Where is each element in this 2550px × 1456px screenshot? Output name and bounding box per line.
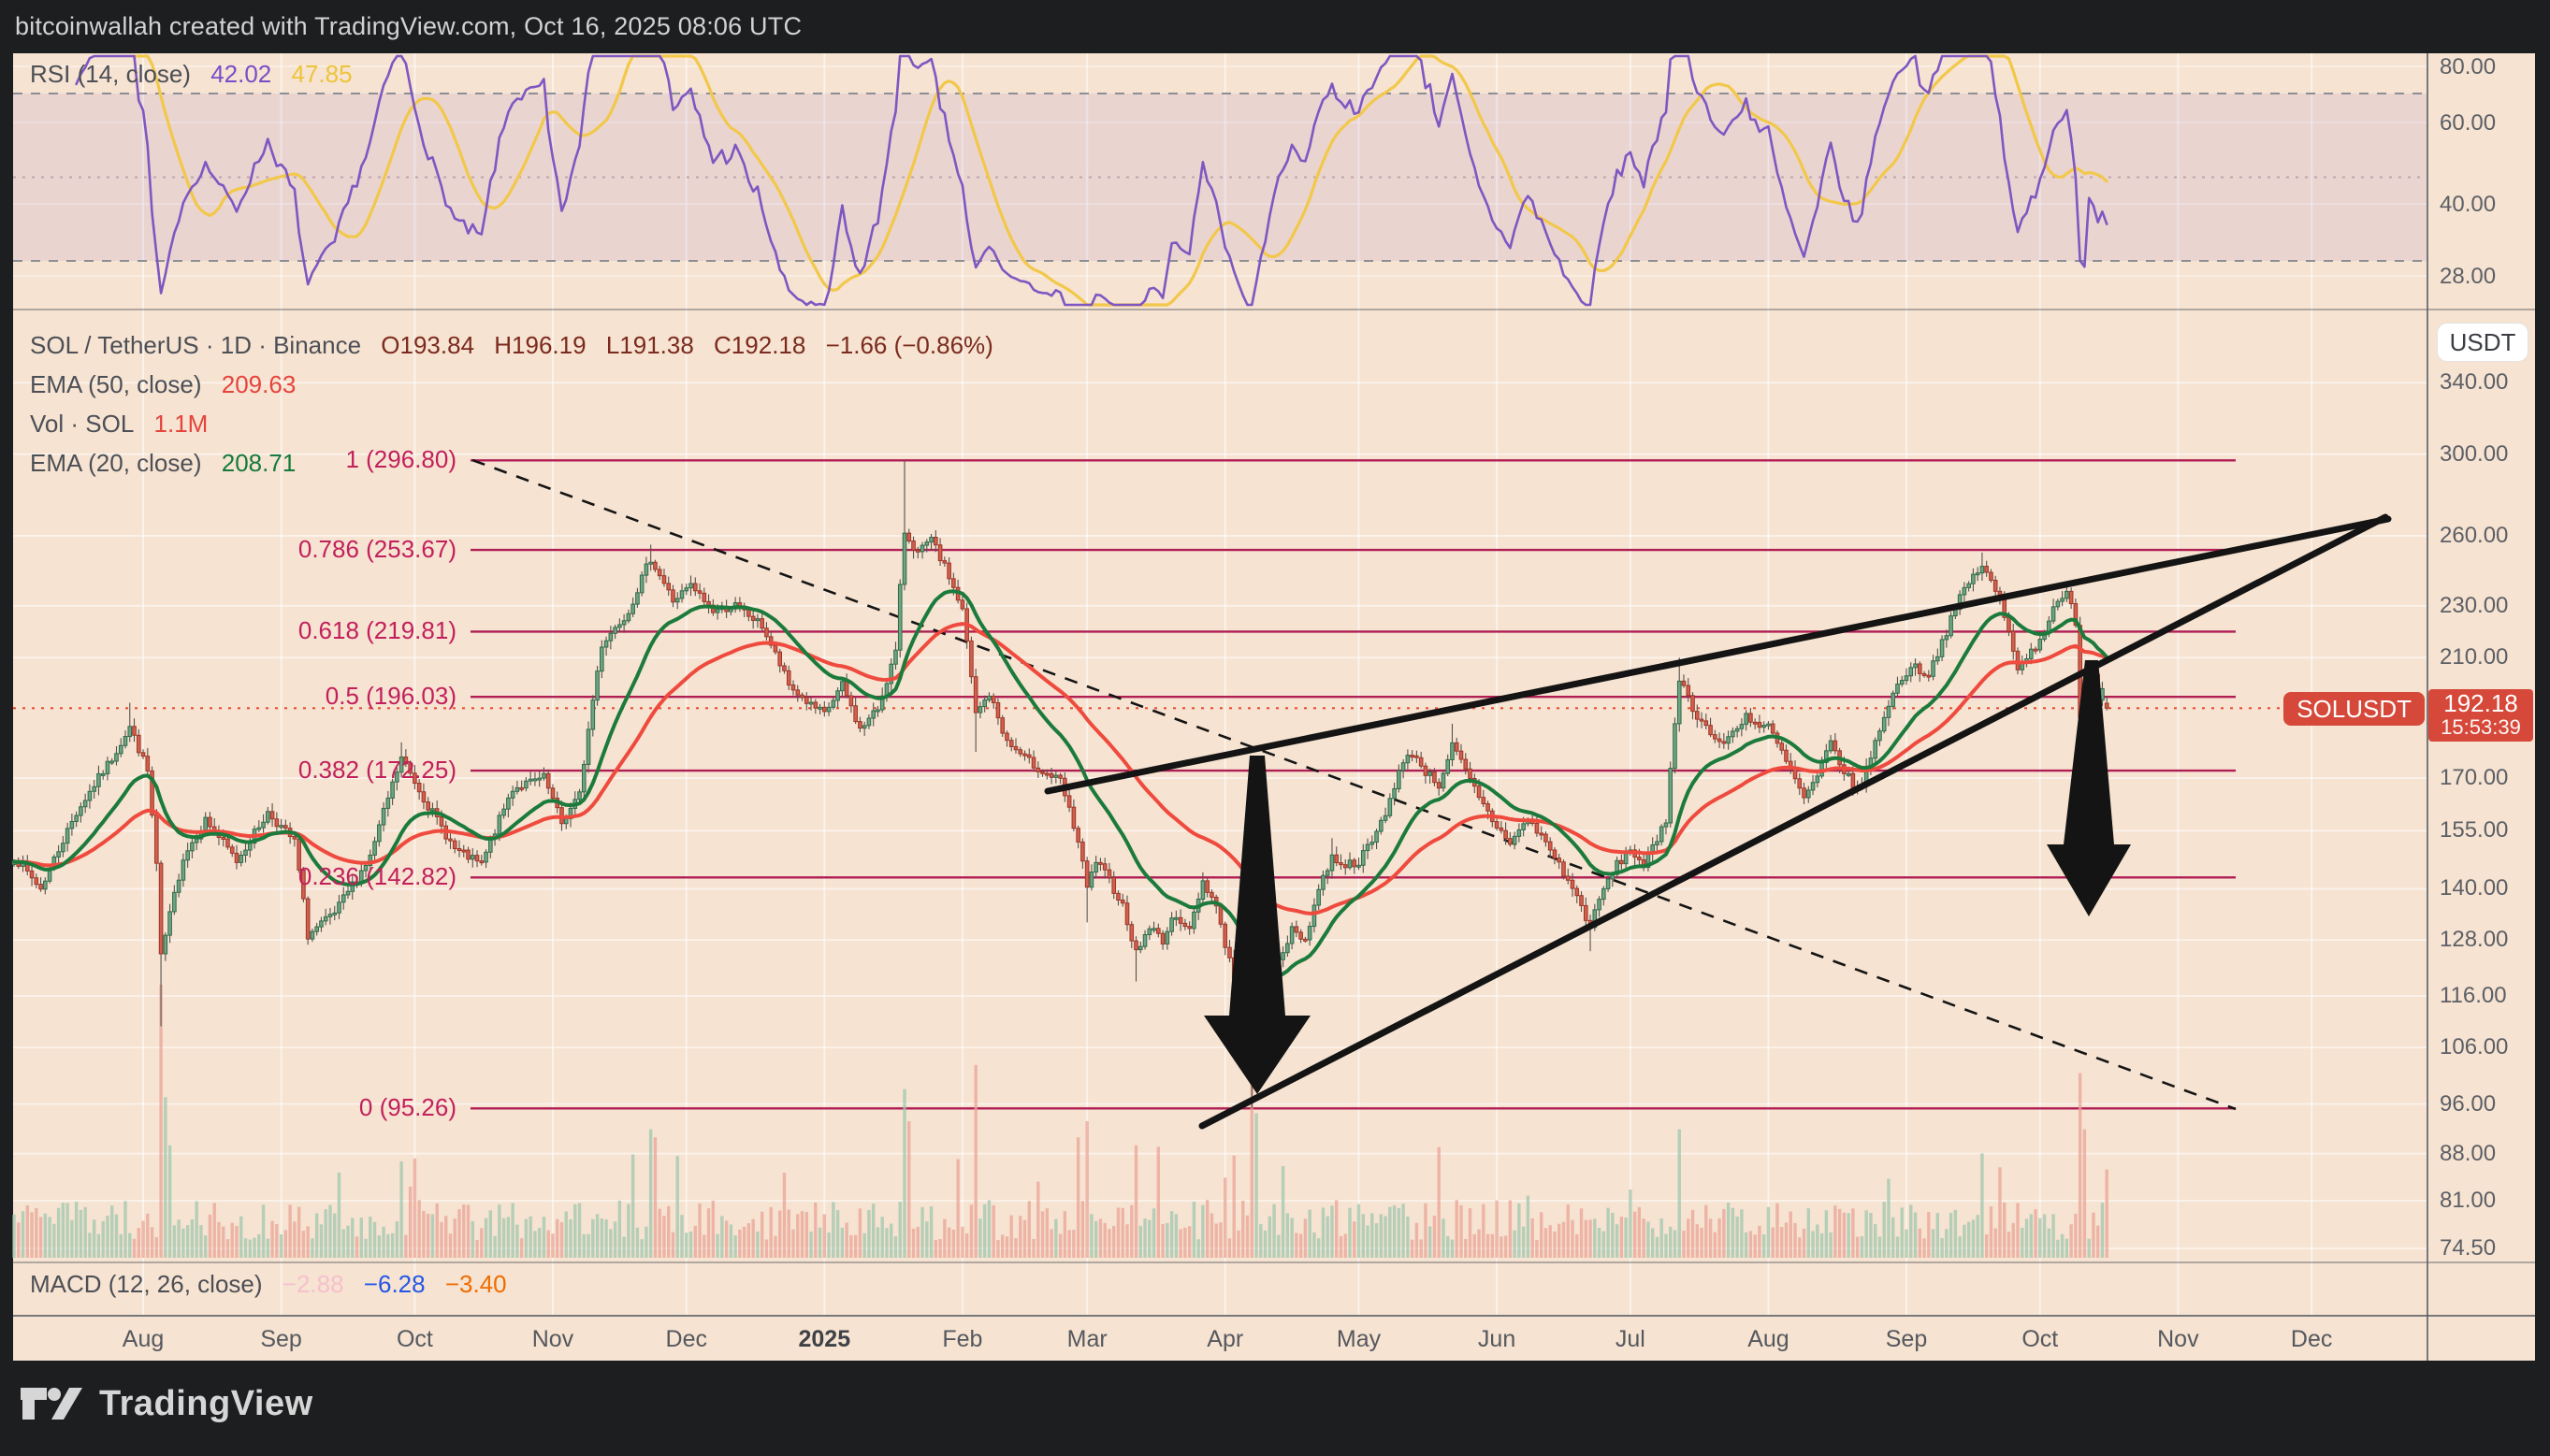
rsi-legend[interactable]: RSI (14, close) 42.02 47.85 (30, 60, 353, 89)
attribution-text: bitcoinwallah created with TradingView.c… (15, 12, 803, 40)
pane-separator-macd[interactable] (13, 1261, 2535, 1263)
fib-label: 0.5 (196.03) (325, 682, 456, 711)
macd-line-value: −6.28 (363, 1270, 426, 1298)
symbol-price-label: SOLUSDT (2283, 692, 2425, 726)
rising-wedge-trendlines (1044, 513, 2392, 1130)
bar-countdown: 15:53:39 (2441, 715, 2521, 740)
price-tick-label: 230.00 (2440, 592, 2509, 618)
symbol-title: SOL / TetherUS · 1D · Binance (30, 331, 362, 359)
fib-label: 0.786 (253.67) (297, 535, 456, 564)
price-tick-label: 170.00 (2440, 765, 2509, 791)
rsi-legend-label: RSI (14, close) (30, 60, 191, 88)
ema-lines (12, 589, 2109, 980)
last-price-value: 192.18 (2443, 689, 2518, 717)
price-tick-label: 210.00 (2440, 644, 2509, 670)
time-tick-label: Feb (942, 1326, 983, 1352)
volume-label: Vol · SOL (30, 410, 135, 438)
volume-bars (12, 985, 2108, 1258)
ema20-value: 208.71 (221, 449, 297, 477)
time-tick-label: Jul (1615, 1326, 1645, 1352)
price-tick-label: 155.00 (2440, 817, 2509, 843)
ema50-value: 209.63 (221, 370, 297, 398)
rsi-tick-label: 40.00 (2440, 192, 2497, 217)
macd-hist-value: −2.88 (282, 1270, 344, 1298)
price-tick-label: 96.00 (2440, 1090, 2497, 1117)
tradingview-logo[interactable]: TradingView (21, 1384, 313, 1424)
fib-label: 0.382 (172.25) (297, 756, 456, 785)
rsi-tick-label: 80.00 (2440, 54, 2497, 79)
ohlc-change: −1.66 (−0.86%) (825, 331, 993, 359)
fib-label: 1 (296.80) (345, 445, 456, 474)
time-axis-border (13, 1315, 2535, 1317)
time-tick-label: Dec (665, 1326, 707, 1352)
ohlc-close: C192.18 (714, 331, 806, 359)
price-tick-label: 74.50 (2440, 1235, 2497, 1261)
time-tick-label: Dec (2290, 1326, 2333, 1352)
time-tick-label: Apr (1207, 1326, 1244, 1352)
price-tick-label: 140.00 (2440, 875, 2509, 901)
tradingview-logo-text: TradingView (99, 1384, 313, 1423)
price-tick-label: 340.00 (2440, 369, 2509, 396)
price-tick-label: 260.00 (2440, 522, 2509, 548)
ohlc-open: O193.84 (381, 331, 475, 359)
price-tick-label: 106.00 (2440, 1034, 2509, 1060)
macd-signal-value: −3.40 (444, 1270, 507, 1298)
price-tick-label: 128.00 (2440, 927, 2509, 953)
rsi-ma-value: 47.85 (291, 60, 353, 88)
chart-canvas[interactable] (13, 53, 2535, 1361)
fib-label: 0 (95.26) (358, 1093, 456, 1122)
ohlc-high: H196.19 (494, 331, 587, 359)
time-tick-label: Sep (260, 1326, 302, 1352)
rsi-value: 42.02 (210, 60, 272, 88)
pane-separator-rsi[interactable] (13, 309, 2535, 310)
price-tick-label: 81.00 (2440, 1188, 2497, 1214)
macd-legend[interactable]: MACD (12, 26, close) −2.88 −6.28 −3.40 (30, 1270, 507, 1299)
fib-retracement-lines (471, 459, 2236, 1110)
time-tick-label: Oct (396, 1326, 433, 1352)
fib-label: 0.618 (219.81) (297, 616, 456, 645)
time-tick-label: Mar (1066, 1326, 1108, 1352)
last-price-badge: 192.18 15:53:39 (2428, 689, 2533, 742)
rsi-lines (75, 54, 2108, 307)
time-tick-label: May (1336, 1326, 1382, 1352)
price-tick-label: 88.00 (2440, 1140, 2497, 1166)
time-tick-label: Sep (1885, 1326, 1928, 1352)
rsi-tick-label: 60.00 (2440, 110, 2497, 136)
rsi-tick-label: 28.00 (2440, 264, 2497, 289)
time-tick-label: Aug (122, 1326, 165, 1352)
price-axis-border[interactable] (2427, 53, 2428, 1361)
time-tick-label: Nov (531, 1326, 574, 1352)
rsi-band (13, 93, 2427, 262)
time-tick-label: Aug (1747, 1326, 1789, 1352)
ema50-label: EMA (50, close) (30, 370, 202, 398)
time-tick-label: 2025 (798, 1326, 851, 1352)
ema50-legend[interactable]: EMA (50, close) 209.63 (30, 370, 296, 399)
dashed-trendline (471, 458, 2237, 1111)
down-arrows (1204, 660, 2131, 1094)
price-tick-label: 300.00 (2440, 440, 2509, 467)
volume-legend[interactable]: Vol · SOL 1.1M (30, 410, 208, 439)
ema20-label: EMA (20, close) (30, 449, 202, 477)
time-tick-label: Jun (1477, 1326, 1516, 1352)
price-tick-label: 116.00 (2440, 983, 2507, 1009)
symbol-legend[interactable]: SOL / TetherUS · 1D · Binance O193.84 H1… (30, 331, 993, 360)
fib-label: 0.236 (142.82) (297, 862, 456, 891)
ohlc-low: L191.38 (605, 331, 694, 359)
time-tick-label: Oct (2021, 1326, 2059, 1352)
tradingview-logo-icon (21, 1387, 82, 1420)
macd-label: MACD (12, 26, close) (30, 1270, 263, 1298)
currency-toggle-button[interactable]: USDT (2438, 324, 2528, 361)
grid-lines (13, 53, 2427, 1315)
ema20-legend[interactable]: EMA (20, close) 208.71 (30, 449, 296, 478)
volume-value: 1.1M (153, 410, 209, 438)
time-tick-label: Nov (2157, 1326, 2199, 1352)
